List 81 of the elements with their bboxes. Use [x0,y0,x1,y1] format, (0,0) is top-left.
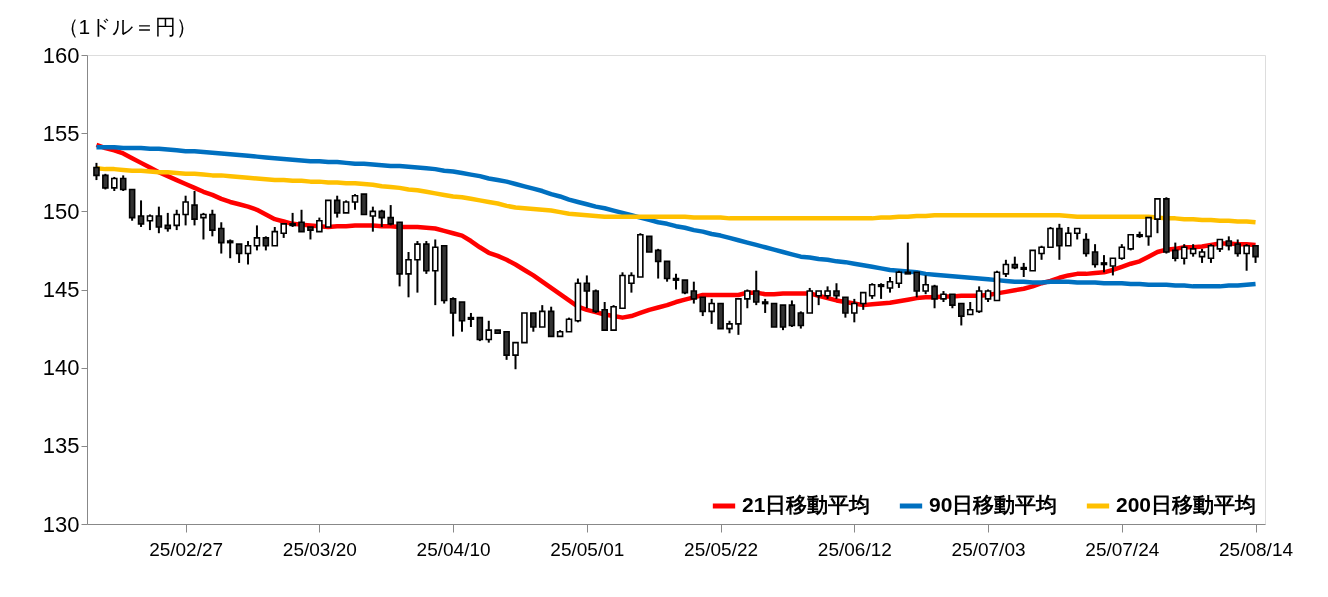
candlestick [209,208,216,238]
candlestick [958,302,965,327]
candlestick [690,280,698,305]
candlestick [1145,216,1152,247]
candlestick [538,304,546,329]
candlestick [405,250,412,299]
candlestick [779,304,787,332]
candlestick [770,302,778,328]
candlestick [449,296,457,338]
candlestick [1180,243,1188,266]
x-tick-label: 25/08/14 [1219,538,1294,560]
candlestick [583,274,591,310]
candlestick [182,194,189,227]
candlestick [654,247,662,280]
candlestick [913,271,921,299]
candlestick [503,330,510,361]
candlestick [601,301,608,332]
legend-label: 90日移動平均 [929,493,1058,516]
candlestick [191,190,198,227]
candlestick [1056,222,1063,261]
y-tick-label: 155 [42,120,80,146]
y-axis-title: （1ドル＝円） [57,14,198,38]
candlestick [806,286,814,314]
candlestick [431,238,439,307]
candlestick [164,211,172,233]
candlestick [173,208,180,232]
candlestick [1154,197,1161,235]
y-tick-label: 150 [42,198,80,224]
candlestick [1047,225,1054,249]
legend-label: 200日移動平均 [1116,493,1257,516]
legend-label: 21日移動平均 [742,493,871,516]
candlestick [333,194,341,219]
candlestick [137,199,145,228]
candlestick [1172,241,1179,263]
candlestick [1207,243,1215,264]
candlestick [1243,243,1250,272]
candlestick [931,283,938,310]
candlestick [485,319,493,344]
candlestick [271,225,279,247]
x-tick-label: 25/02/27 [149,538,224,560]
candlestick [458,301,466,333]
candlestick [476,316,484,343]
y-tick-label: 145 [42,277,80,302]
candlestick [1065,225,1072,247]
candlestick [360,193,368,216]
candlestick [842,296,849,319]
candlestick [610,304,617,332]
candlestick [628,271,635,294]
candlestick [414,240,421,294]
candlestick [235,243,243,264]
y-tick-label: 130 [42,511,80,537]
y-tick-label: 160 [42,42,80,68]
x-tick-label: 25/07/24 [1085,538,1160,560]
candlestick [369,205,377,233]
candlestick [1029,249,1036,272]
candlestick [244,240,252,266]
candlestick [699,296,707,318]
candlestick [922,274,929,296]
candlestick [904,241,912,275]
candlestick [226,238,234,260]
candlestick [1091,243,1099,269]
candlestick [530,311,537,333]
candlestick [708,297,715,325]
candlestick [512,341,519,371]
candlestick [253,224,261,252]
candlestick [752,269,760,307]
x-tick-label: 25/04/10 [416,538,491,560]
x-tick-label: 25/06/12 [817,538,892,560]
x-tick-label: 25/07/03 [951,538,1026,560]
candlestick [788,299,796,329]
y-tick-label: 140 [42,355,80,381]
candlestick [155,205,163,235]
candlestick [851,297,858,324]
y-tick-label: 135 [42,433,80,459]
candlestick [200,211,207,241]
x-tick-label: 25/05/01 [550,538,625,560]
candlestick [975,285,983,314]
x-tick-label: 25/03/20 [282,538,357,560]
x-tick-label: 25/05/22 [684,538,759,560]
candlestick [298,208,305,233]
candlestick [217,221,225,255]
